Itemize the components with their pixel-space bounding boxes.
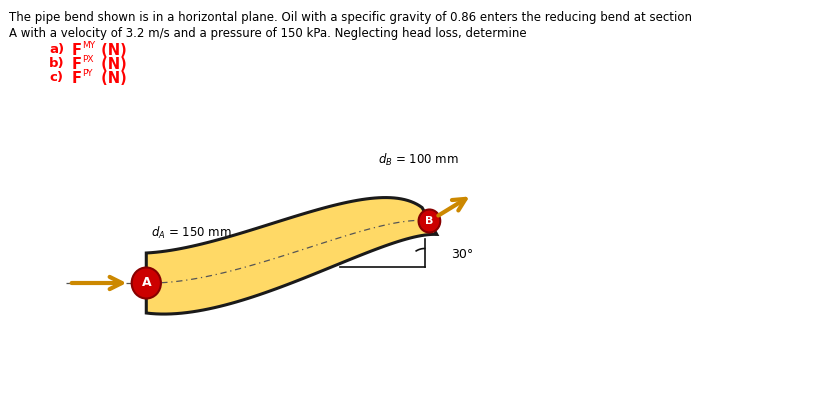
Text: The pipe bend shown is in a horizontal plane. Oil with a specific gravity of 0.8: The pipe bend shown is in a horizontal p… [9,11,692,24]
Text: $d_B$ = 100 mm: $d_B$ = 100 mm [377,151,459,167]
Text: F: F [71,71,81,86]
Text: (N): (N) [96,43,126,58]
Text: c): c) [49,71,63,84]
Polygon shape [146,198,437,314]
Text: A: A [141,277,151,290]
Text: PY: PY [82,69,93,78]
Text: F: F [71,57,81,72]
Text: b): b) [49,57,65,70]
Text: (N): (N) [96,57,126,72]
Text: B: B [425,216,434,226]
Text: PX: PX [82,55,94,64]
Text: (N): (N) [96,71,126,86]
Text: F: F [71,43,81,58]
Text: MY: MY [82,41,96,50]
Circle shape [419,209,440,233]
Text: 30°: 30° [451,248,474,261]
Circle shape [131,268,161,299]
Text: $d_A$ = 150 mm: $d_A$ = 150 mm [151,225,232,241]
Text: a): a) [49,43,64,56]
Text: A with a velocity of 3.2 m/s and a pressure of 150 kPa. Neglecting head loss, de: A with a velocity of 3.2 m/s and a press… [9,27,527,40]
